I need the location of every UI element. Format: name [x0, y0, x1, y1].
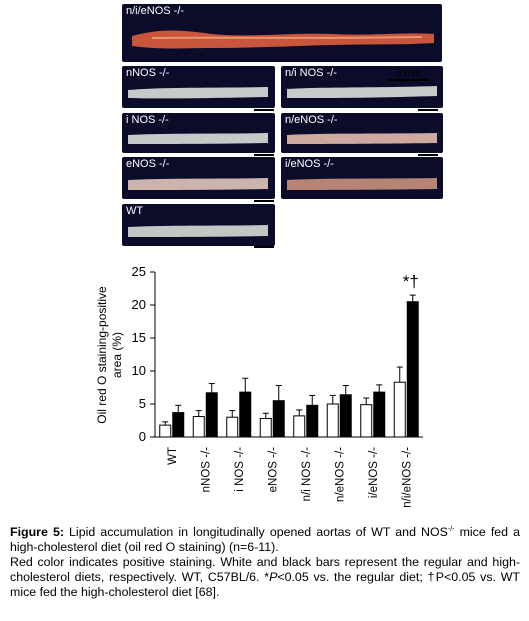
scale-bar: [418, 109, 438, 111]
bar-high-cholesterol: [306, 404, 319, 438]
x-tick-label: WT: [167, 447, 179, 465]
caption-paragraph-2: Red color indicates positive staining. W…: [10, 555, 520, 600]
bar-regular-diet: [159, 424, 172, 438]
bar-regular-diet: [192, 416, 205, 438]
x-tick-label: n/i NOS -/-: [301, 447, 313, 501]
bar-high-cholesterol: [172, 412, 185, 438]
panel-label: n/i NOS -/-: [285, 67, 337, 79]
panel-label: WT: [126, 205, 144, 217]
panel-label: i/eNOS -/-: [285, 158, 334, 170]
bar-regular-diet: [259, 418, 272, 438]
aorta-specimen: [287, 86, 437, 98]
x-tick-label: n/eNOS -/-: [334, 447, 346, 502]
y-tick-label: 10: [132, 363, 146, 378]
y-tick-label: 20: [132, 297, 146, 312]
bar-high-cholesterol: [272, 400, 285, 438]
aorta-photo-n-i-enos: n/i/eNOS -/-: [122, 4, 442, 62]
aorta-photo-nnos: nNOS -/-: [122, 66, 275, 108]
aorta-photo-n-inos: n/i NOS -/-: [281, 66, 443, 108]
aorta-photo-wt: WT: [122, 204, 275, 246]
scale-bar: [254, 246, 274, 248]
x-tick-label: i/eNOS -/-: [368, 447, 380, 498]
aorta-specimen: [128, 225, 268, 237]
x-tick-label: n/i/eNOS -/-: [401, 447, 413, 508]
y-tick-label: 5: [139, 396, 146, 411]
x-tick-label: eNOS -/-: [267, 447, 279, 493]
aorta-photo-i-enos: i/eNOS -/-: [281, 157, 443, 199]
bar-regular-diet: [226, 416, 239, 438]
y-tick-label: 25: [132, 264, 146, 279]
caption-paragraph-1: Figure 5: Lipid accumulation in longitud…: [10, 525, 521, 555]
figure-caption: Figure 5: Lipid accumulation in longitud…: [10, 522, 520, 600]
aorta-specimen: [287, 178, 437, 190]
bar-regular-diet: [326, 403, 339, 438]
y-axis-label: Oil red O staining-positive: [95, 286, 109, 424]
significance-annotation: *†: [403, 272, 419, 291]
panel-label: nNOS -/-: [126, 67, 170, 79]
x-tick-label: i NOS -/-: [234, 447, 246, 492]
bar-high-cholesterol: [406, 301, 419, 438]
bar-high-cholesterol: [205, 392, 218, 438]
aorta-specimen: [128, 178, 268, 190]
bar-regular-diet: [293, 415, 306, 438]
scale-bar: [254, 200, 274, 202]
y-axis-label: area (%): [110, 332, 124, 378]
bar-chart: 0 5 10 15 20 25 Oil red O staining-positive are…: [95, 264, 423, 508]
aorta-photo-n-enos: n/eNOS -/-: [281, 113, 443, 153]
bar-high-cholesterol: [373, 391, 386, 438]
bar-high-cholesterol: [239, 391, 252, 438]
y-tick-label: 0: [139, 429, 146, 444]
bar-high-cholesterol: [339, 394, 352, 438]
y-tick-label: 15: [132, 330, 146, 345]
panel-label: eNOS -/-: [126, 158, 170, 170]
aorta-specimen: [128, 87, 268, 99]
scale-bar: [254, 154, 274, 156]
aorta-specimen: [128, 133, 268, 144]
aorta-photo-enos: eNOS -/-: [122, 157, 275, 199]
scale-bar: [388, 79, 428, 81]
scale-bar: [418, 154, 438, 156]
aorta-specimen: [287, 133, 437, 144]
x-tick-label: nNOS -/-: [200, 447, 212, 493]
scale-bar: [254, 109, 274, 111]
bar-regular-diet: [393, 381, 406, 438]
panel-label: n/i/eNOS -/-: [126, 5, 185, 17]
aorta-photo-inos: i NOS -/-: [122, 113, 275, 153]
panel-label: i NOS -/-: [126, 114, 169, 126]
bar-regular-diet: [360, 404, 373, 438]
scale-bar-label: 5 mm: [396, 68, 421, 79]
panel-label: n/eNOS -/-: [285, 114, 338, 126]
aorta-specimen: [132, 30, 434, 49]
